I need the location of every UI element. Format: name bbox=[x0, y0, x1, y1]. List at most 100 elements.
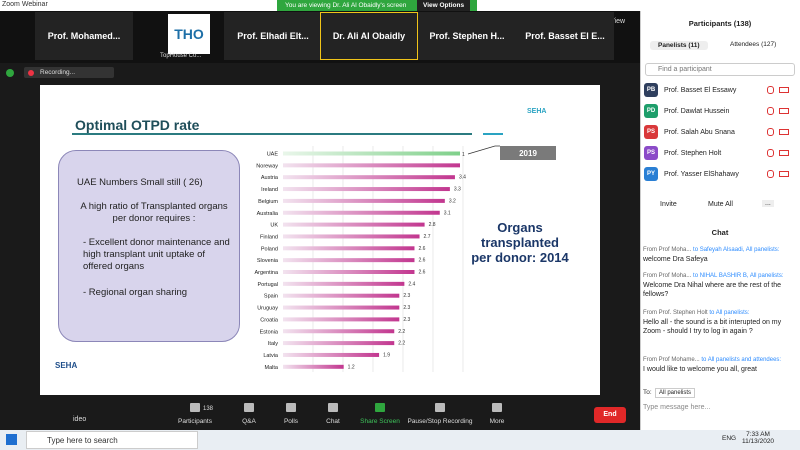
language: ENG bbox=[722, 435, 737, 442]
category-label: Portugal bbox=[258, 282, 279, 288]
video-off-icon[interactable] bbox=[779, 108, 789, 114]
category-label: Uruguay bbox=[257, 306, 278, 312]
bar bbox=[283, 293, 400, 298]
mute-all-button[interactable]: Mute All bbox=[708, 201, 733, 208]
message-text: Hello all - the sound is a bit interupte… bbox=[643, 319, 782, 335]
category-label: Malta bbox=[265, 365, 279, 371]
participant-count: 138 bbox=[203, 406, 214, 412]
attendees-tab[interactable]: Attendees (127) bbox=[730, 41, 777, 48]
thumbnail[interactable]: Prof. Stephen H... bbox=[418, 12, 516, 60]
participant-row: PD Prof. Dawlat Hussein bbox=[642, 102, 798, 120]
mic-muted-icon[interactable] bbox=[767, 128, 774, 136]
bar bbox=[283, 175, 455, 180]
invite-button[interactable]: Invite bbox=[660, 201, 677, 208]
side-panel bbox=[640, 11, 800, 430]
message-to: to All panelists and attendees: bbox=[701, 357, 782, 363]
toolbar-icon bbox=[286, 403, 296, 412]
thumbnail[interactable]: Prof. Basset El E... bbox=[516, 12, 614, 60]
category-label: Estonia bbox=[260, 329, 279, 335]
message-header: From Prof Moha... to Safeyah Alsaadi, Al… bbox=[643, 246, 793, 255]
mic-muted-icon[interactable] bbox=[767, 149, 774, 157]
toolbar-icon bbox=[435, 403, 445, 412]
bar bbox=[283, 210, 440, 215]
thumbnail[interactable]: Prof. Elhadi Elt... bbox=[224, 12, 322, 60]
video-label[interactable]: ideo bbox=[73, 416, 87, 423]
toolbar-button[interactable]: Chat bbox=[326, 418, 340, 425]
avatar: PS bbox=[644, 125, 658, 139]
category-label: Latvia bbox=[263, 353, 279, 359]
title-rule bbox=[72, 133, 472, 135]
more-button[interactable]: ... bbox=[762, 200, 774, 207]
seha-logo-top: SEHA bbox=[527, 108, 547, 115]
video-off-icon[interactable] bbox=[779, 87, 789, 93]
toolbar-button[interactable]: Participants bbox=[178, 418, 212, 425]
value-label: 2.6 bbox=[418, 246, 425, 252]
mic-muted-icon[interactable] bbox=[767, 170, 774, 178]
end-button[interactable]: End bbox=[594, 407, 626, 423]
bar bbox=[283, 258, 415, 263]
bar bbox=[283, 222, 425, 227]
slide-title: Optimal OTPD rate bbox=[75, 117, 200, 133]
message-from: From Prof. Stephen Holt bbox=[643, 310, 708, 316]
mic-muted-icon[interactable] bbox=[767, 86, 774, 94]
year-label: 2019 bbox=[519, 149, 537, 158]
value-label: 1.2 bbox=[348, 364, 355, 370]
search-participant[interactable]: Find a participant bbox=[645, 63, 795, 76]
message-to: to All panelists: bbox=[709, 310, 750, 316]
view-button[interactable]: View bbox=[610, 18, 626, 25]
view-options[interactable]: View Options bbox=[417, 0, 471, 11]
value-label: 3.4 bbox=[459, 175, 466, 181]
participant-name: Prof. Salah Abu Snana bbox=[664, 128, 735, 136]
toolbar-button[interactable]: Polls bbox=[283, 418, 299, 425]
date: 11/13/2020 bbox=[742, 438, 775, 445]
value-label: 2.3 bbox=[403, 317, 410, 323]
chat-message: From Prof Mohame... to All panelists and… bbox=[643, 356, 793, 374]
bar bbox=[283, 329, 395, 334]
to-label: To: bbox=[643, 389, 652, 396]
video-off-icon[interactable] bbox=[779, 171, 789, 177]
toolbar-button[interactable]: Share Screen bbox=[360, 418, 400, 425]
category-label: Noreway bbox=[256, 163, 278, 169]
bar-chart: UAE Noreway Austria 3.4 Ireland 3.3 Belgium 3.2… bbox=[254, 145, 556, 372]
participants-title: Participants (138) bbox=[688, 19, 752, 28]
year-box bbox=[500, 146, 556, 160]
recording-bar bbox=[24, 67, 114, 78]
message-header: From Prof Moha... to NIHAL BASHIR B, All… bbox=[643, 272, 793, 281]
message-header: From Prof. Stephen Holt to All panelists… bbox=[643, 309, 793, 318]
bar bbox=[283, 352, 380, 357]
box-line: - Regional organ sharing bbox=[83, 287, 188, 298]
message-text: Welcome Dra Nihal where are the rest of … bbox=[643, 282, 781, 298]
bar bbox=[283, 246, 415, 251]
taskbar-search[interactable]: Type here to search bbox=[26, 431, 198, 449]
category-label: Croatia bbox=[260, 317, 279, 323]
message-from: From Prof Moha... bbox=[643, 247, 692, 253]
to-select[interactable]: All panelists bbox=[655, 388, 696, 398]
panelists-tab[interactable]: Panelists (11) bbox=[650, 41, 708, 50]
toolbar-button[interactable]: More bbox=[489, 418, 505, 425]
chat-message: From Prof. Stephen Holt to All panelists… bbox=[643, 309, 793, 336]
message-to: to Safeyah Alsaadi, All panelists: bbox=[693, 247, 780, 253]
mic-muted-icon[interactable] bbox=[767, 107, 774, 115]
toolbar-icon bbox=[190, 403, 200, 412]
value-label: 2.2 bbox=[398, 341, 405, 347]
window-title: Zoom Webinar bbox=[2, 1, 48, 8]
participant-name: Prof. Yasser ElShahawy bbox=[664, 170, 739, 178]
value-label: 2.3 bbox=[403, 293, 410, 299]
video-off-icon[interactable] bbox=[779, 129, 789, 135]
toolbar-button[interactable]: Q&A bbox=[242, 418, 256, 425]
participant-row: PY Prof. Yasser ElShahawy bbox=[642, 165, 798, 183]
video-off-icon[interactable] bbox=[779, 150, 789, 156]
start-button[interactable] bbox=[6, 434, 17, 445]
value-label: 3.2 bbox=[449, 198, 456, 204]
thumbnail[interactable]: Dr. Ali Al Obaidly bbox=[320, 12, 418, 60]
message-header: From Prof Mohame... to All panelists and… bbox=[643, 356, 793, 365]
bar bbox=[283, 281, 405, 286]
thumbnail[interactable]: Prof. Mohamed... bbox=[35, 12, 133, 60]
toolbar-button[interactable]: Pause/Stop Recording bbox=[407, 418, 473, 425]
chat-input[interactable]: Type message here... bbox=[643, 404, 711, 411]
category-label: Spain bbox=[264, 294, 278, 300]
message-to: to NIHAL BASHIR B, All panelists: bbox=[693, 273, 784, 279]
recording-label: Recording... bbox=[40, 69, 76, 76]
participant-name: Prof. Stephen Holt bbox=[664, 149, 722, 157]
bar bbox=[283, 163, 460, 168]
